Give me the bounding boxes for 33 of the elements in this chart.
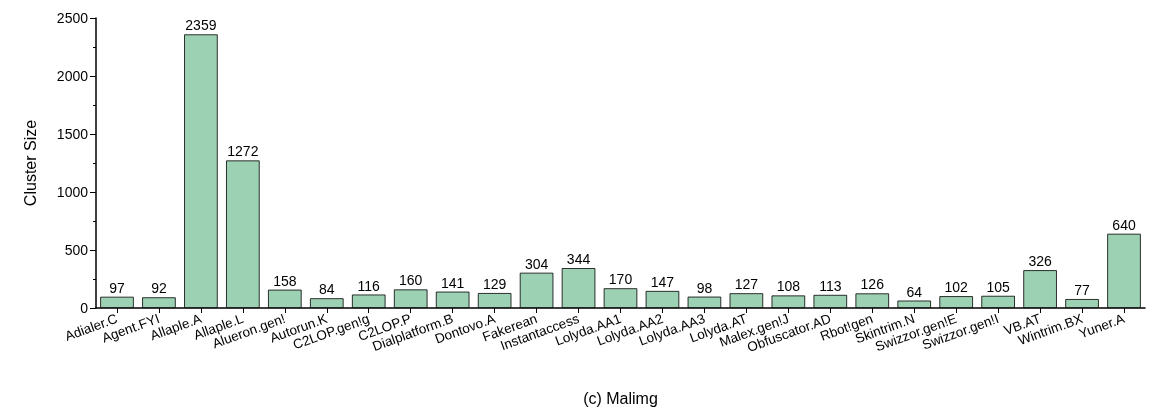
y-tick-label: 2500 [56,10,89,26]
data-label: 2359 [185,17,217,34]
data-label: 129 [482,276,507,293]
data-label: 105 [986,278,1011,295]
data-label: 1272 [227,143,259,160]
data-label: 108 [776,278,801,295]
y-axis-title: Cluster Size [21,119,39,207]
x-axis-title: (c) Malimg [583,389,658,407]
data-label: 84 [318,281,335,298]
y-tick-label: 1000 [56,184,89,200]
y-tick-label: 500 [64,242,89,258]
y-tick-label: 2000 [56,68,89,84]
data-label: 304 [524,255,549,272]
data-label: 326 [1028,253,1052,270]
data-label: 113 [819,277,842,294]
data-label: 98 [696,279,713,296]
data-label: 127 [734,276,759,293]
data-label: 97 [109,279,125,296]
data-label: 160 [399,272,423,289]
y-tick-label: 1500 [56,126,89,142]
data-label: 344 [566,251,591,268]
data-label: 158 [273,272,297,289]
data-label: 170 [608,271,633,288]
data-label: 92 [151,280,167,297]
data-label: 640 [1112,216,1136,233]
data-label: 126 [860,276,885,293]
data-label: 141 [440,274,465,291]
data-label: 116 [357,277,381,294]
data-label: 64 [906,283,923,300]
data-label: 147 [650,273,675,290]
data-label: 102 [944,279,969,296]
data-label: 77 [1074,282,1091,299]
y-tick-label: 0 [80,300,89,316]
